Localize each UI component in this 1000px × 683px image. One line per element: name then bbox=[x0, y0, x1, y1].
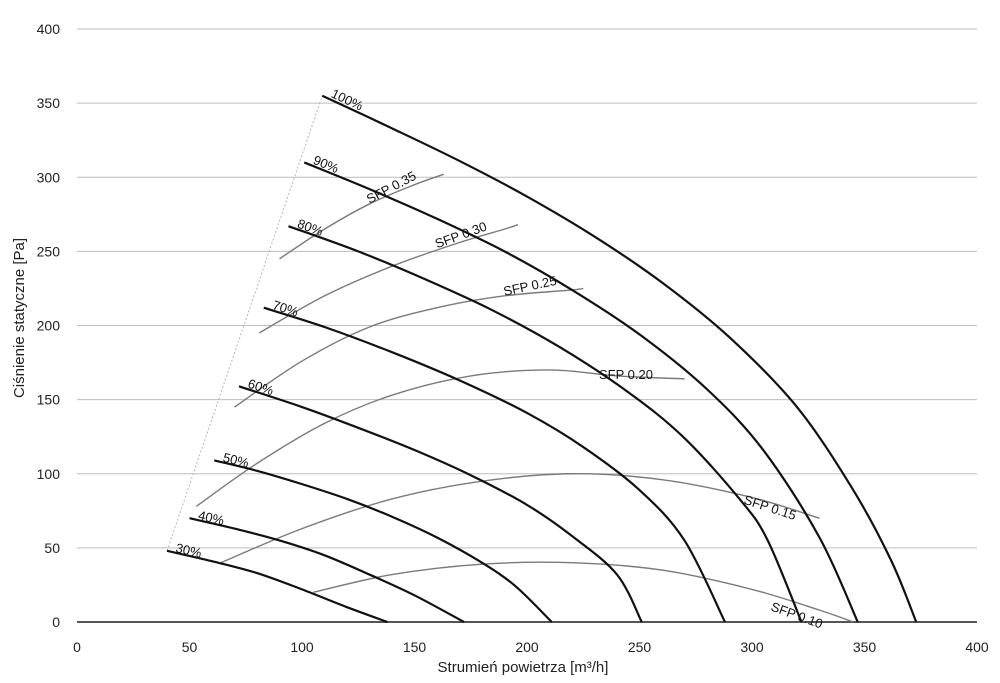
x-tick-labels: 0 50 100 150 200 250 300 350 400 bbox=[73, 639, 989, 655]
gridlines bbox=[77, 28, 977, 549]
sfp-curve-label: SFP 0.20 bbox=[599, 367, 653, 382]
sfp-curve-label: SFP 0.30 bbox=[433, 219, 489, 252]
y-tick-label: 0 bbox=[52, 614, 60, 630]
sfp-curve bbox=[220, 473, 820, 564]
fan-curve-label: 100% bbox=[329, 86, 366, 114]
fan-curve bbox=[288, 225, 803, 623]
fan-curve-label: 30% bbox=[174, 540, 203, 561]
fan-curve-label: 90% bbox=[311, 152, 341, 176]
y-tick-labels: 0 50 100 150 200 250 300 350 400 bbox=[37, 21, 61, 630]
fan-curve-label: 50% bbox=[222, 450, 251, 471]
fan-curve bbox=[263, 306, 726, 623]
y-tick-label: 100 bbox=[37, 466, 61, 482]
sfp-curve bbox=[258, 224, 519, 334]
fan-curve bbox=[213, 459, 553, 623]
envelope-line bbox=[166, 95, 323, 552]
sfp-curve-label: SFP 0.35 bbox=[364, 168, 419, 207]
sfp-curve bbox=[279, 173, 444, 260]
fan-curve bbox=[238, 385, 643, 623]
x-tick-label: 350 bbox=[853, 639, 877, 655]
x-tick-label: 400 bbox=[965, 639, 989, 655]
fan-curve bbox=[321, 94, 918, 623]
sfp-curve-label: SFP 0.15 bbox=[742, 492, 798, 523]
y-tick-label: 400 bbox=[37, 21, 61, 37]
fan-curve-label: 70% bbox=[271, 297, 301, 319]
sfp-curve bbox=[195, 369, 685, 507]
x-tick-label: 50 bbox=[182, 639, 198, 655]
fan-curves: 30%40%50%60%70%80%90%100% bbox=[166, 86, 918, 624]
fan-curve bbox=[166, 549, 388, 624]
x-tick-label: 300 bbox=[740, 639, 764, 655]
y-tick-label: 50 bbox=[44, 540, 60, 556]
y-axis-title: Ciśnienie statyczne [Pa] bbox=[11, 238, 28, 398]
envelope-line-path bbox=[166, 95, 323, 552]
x-tick-label: 250 bbox=[628, 639, 652, 655]
x-tick-label: 150 bbox=[403, 639, 427, 655]
fan-curve-label: 80% bbox=[295, 216, 325, 239]
sfp-curve-label: SFP 0.10 bbox=[769, 599, 825, 632]
y-tick-label: 250 bbox=[37, 243, 61, 259]
x-tick-label: 0 bbox=[73, 639, 81, 655]
y-tick-label: 350 bbox=[37, 95, 61, 111]
fan-curve bbox=[303, 161, 859, 623]
fan-curve bbox=[189, 517, 465, 623]
y-tick-label: 200 bbox=[37, 318, 61, 334]
x-axis-title: Strumień powietrza [m³/h] bbox=[438, 659, 609, 676]
x-tick-label: 100 bbox=[290, 639, 314, 655]
y-tick-label: 300 bbox=[37, 169, 61, 185]
fan-curve-label: 40% bbox=[197, 508, 226, 529]
x-tick-label: 200 bbox=[515, 639, 539, 655]
y-tick-label: 150 bbox=[37, 392, 61, 408]
